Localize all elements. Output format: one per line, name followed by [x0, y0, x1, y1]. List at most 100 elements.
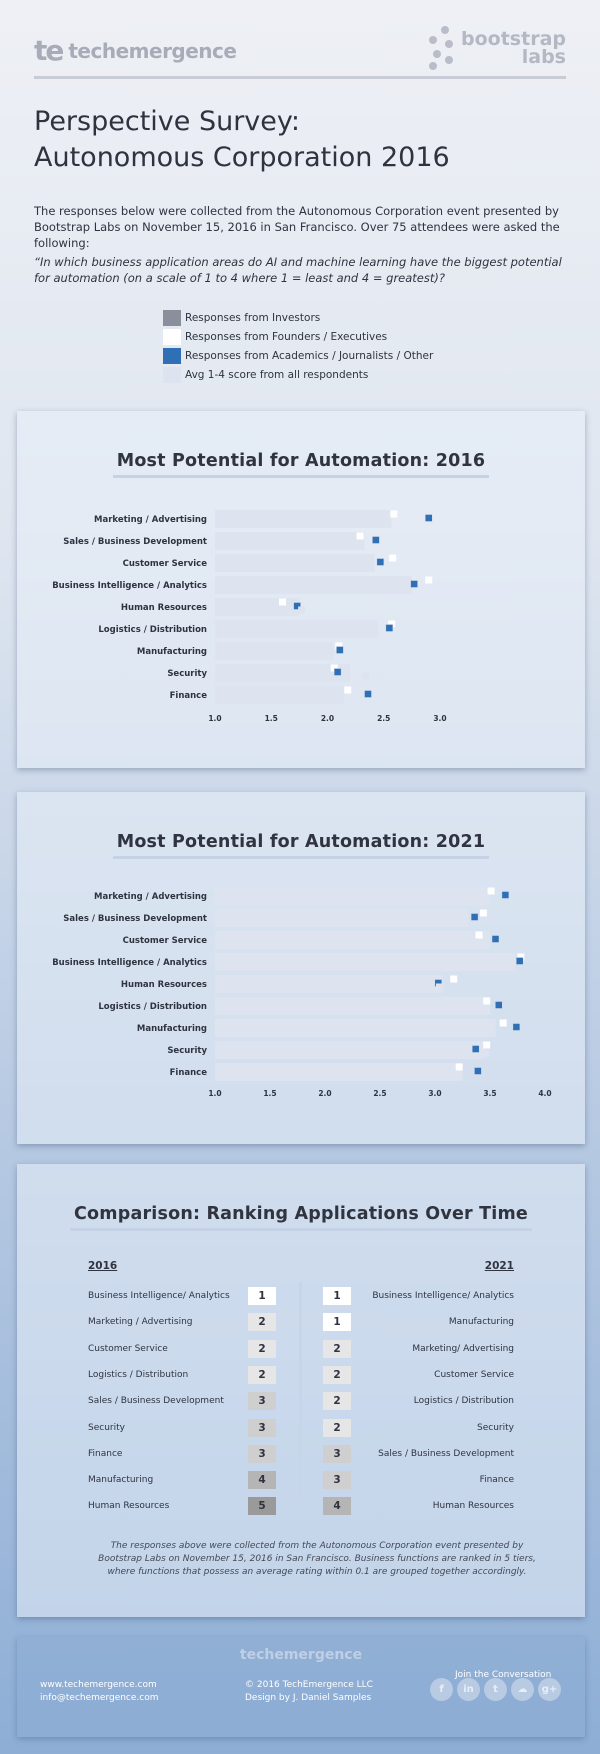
category-label: Sales / Business Development	[63, 914, 207, 924]
ranking-row: Logistics / Distribution 2	[88, 1365, 276, 1385]
header: te techemergence bootstrap labs	[34, 26, 566, 79]
chart-2021: Marketing / Advertising Sales / Business …	[52, 887, 552, 1098]
point-founders	[364, 690, 372, 698]
point-investors	[475, 931, 483, 939]
intro-text: The responses below were collected from …	[34, 204, 560, 250]
point-founders	[425, 514, 433, 522]
point-academics	[380, 584, 388, 592]
ranking-row: 3 Sales / Business Development	[323, 1444, 514, 1464]
ranking-row: 2 Marketing/ Advertising	[323, 1339, 514, 1359]
survey-question: “In which business application areas do …	[34, 255, 562, 285]
legend-item-founders: Responses from Founders / Executives	[163, 327, 433, 346]
point-founders	[333, 668, 342, 676]
avg-bar	[215, 620, 379, 638]
soundcloud-icon[interactable]: ☁	[511, 1678, 534, 1701]
ranking-row: Customer Service 2	[88, 1339, 276, 1359]
rank-badge: 2	[323, 1418, 351, 1437]
x-tick-label: 3.5	[483, 1089, 496, 1098]
x-tick-label: 1.0	[208, 714, 221, 723]
ranking-footnote: The responses above were collected from …	[98, 1541, 536, 1577]
x-tick-label: 4.0	[538, 1089, 551, 1098]
point-investors	[455, 1063, 463, 1071]
facebook-icon[interactable]: f	[430, 1678, 453, 1701]
ranking-label: Business Intelligence/ Analytics	[88, 1291, 230, 1301]
category-label: Security	[167, 1046, 207, 1056]
point-founders	[293, 602, 301, 610]
chart-title-2021: Most Potential for Automation: 2021	[112, 832, 490, 859]
category-label: Human Resources	[121, 603, 207, 613]
rank-badge: 1	[323, 1287, 351, 1305]
point-academics	[435, 983, 443, 991]
ranking-row: Human Resources 5	[88, 1496, 276, 1516]
legend: Responses from Investors Responses from …	[163, 308, 433, 384]
point-academics	[353, 562, 361, 570]
x-tick-label: 1.0	[208, 1089, 221, 1098]
point-investors	[479, 909, 487, 917]
point-investors	[279, 598, 286, 606]
category-label: Business Intelligence / Analytics	[52, 958, 207, 968]
avg-bar	[215, 953, 516, 971]
avg-bar	[215, 598, 300, 616]
ranking-row: Manufacturing 4	[88, 1470, 276, 1490]
point-academics	[326, 650, 334, 658]
category-label: Logistics / Distribution	[98, 625, 207, 635]
x-tick-label: 1.5	[263, 1089, 276, 1098]
point-academics	[317, 540, 325, 548]
footer-logo[interactable]: techemergence	[239, 1647, 363, 1663]
ranking-label: Human Resources	[88, 1501, 170, 1512]
footer-email-link[interactable]: info@techemergence.com	[40, 1693, 159, 1703]
bootstrap-labs-logo[interactable]: bootstrap labs	[427, 26, 566, 70]
social-links: f in t ☁ g+	[430, 1678, 561, 1701]
category-label: Finance	[170, 691, 208, 701]
ranking-title: Comparison: Ranking Applications Over Ti…	[70, 1204, 532, 1231]
point-founders	[501, 891, 510, 899]
legend-label: Responses from Founders / Executives	[185, 330, 388, 343]
ranking-label: Sales / Business Development	[378, 1448, 514, 1459]
legend-item-average: Avg 1-4 score from all respondents	[163, 365, 433, 384]
avg-bar	[215, 664, 350, 682]
footer-copyright: © 2016 TechEmergence LLC	[245, 1680, 373, 1690]
avg-bar	[215, 642, 334, 660]
avg-bar	[215, 576, 412, 594]
techemergence-logo[interactable]: te techemergence	[34, 34, 237, 67]
legend-swatch	[163, 347, 181, 364]
legend-swatch	[163, 366, 181, 383]
point-founders	[470, 913, 479, 921]
point-academics	[459, 917, 466, 925]
ranking-header-2016: 2016	[88, 1260, 118, 1272]
ranking-label: Customer Service	[88, 1343, 168, 1354]
linkedin-icon[interactable]: in	[457, 1678, 480, 1701]
category-label: Sales / Business Development	[63, 537, 207, 547]
footer-design-credit: Design by J. Daniel Samples	[245, 1693, 372, 1703]
twitter-icon[interactable]: t	[484, 1678, 507, 1701]
point-investors	[389, 554, 397, 562]
ranking-card: Comparison: Ranking Applications Over Ti…	[17, 1164, 585, 1617]
avg-bar	[215, 909, 468, 927]
category-label: Security	[167, 669, 207, 679]
point-founders	[376, 558, 385, 566]
point-founders	[495, 1001, 503, 1009]
point-founders	[491, 935, 500, 943]
rank-badge: 2	[248, 1339, 276, 1358]
category-label: Finance	[170, 1068, 208, 1078]
page-title: Perspective Survey: Autonomous Corporati…	[34, 106, 450, 173]
x-tick-label: 3.0	[428, 1089, 441, 1098]
category-label: Marketing / Advertising	[94, 892, 207, 902]
point-founders	[515, 957, 524, 965]
ranking-label: Business Intelligence/ Analytics	[372, 1291, 514, 1301]
rank-badge: 4	[323, 1497, 351, 1516]
point-academics	[492, 961, 499, 969]
category-label: Business Intelligence / Analytics	[52, 581, 207, 591]
point-academics	[482, 1049, 490, 1057]
googleplus-icon[interactable]: g+	[538, 1678, 561, 1701]
footer-website-link[interactable]: www.techemergence.com	[40, 1680, 157, 1690]
point-academics	[470, 1005, 477, 1013]
legend-swatch	[163, 328, 181, 345]
avg-bar	[215, 554, 375, 572]
rank-badge: 5	[248, 1497, 276, 1516]
ranking-label: Finance	[88, 1448, 123, 1459]
ranking-row: Business Intelligence/ Analytics 1	[88, 1286, 276, 1306]
rank-badge: 3	[248, 1444, 276, 1463]
avg-bar	[215, 510, 392, 528]
avg-bar	[215, 887, 490, 905]
